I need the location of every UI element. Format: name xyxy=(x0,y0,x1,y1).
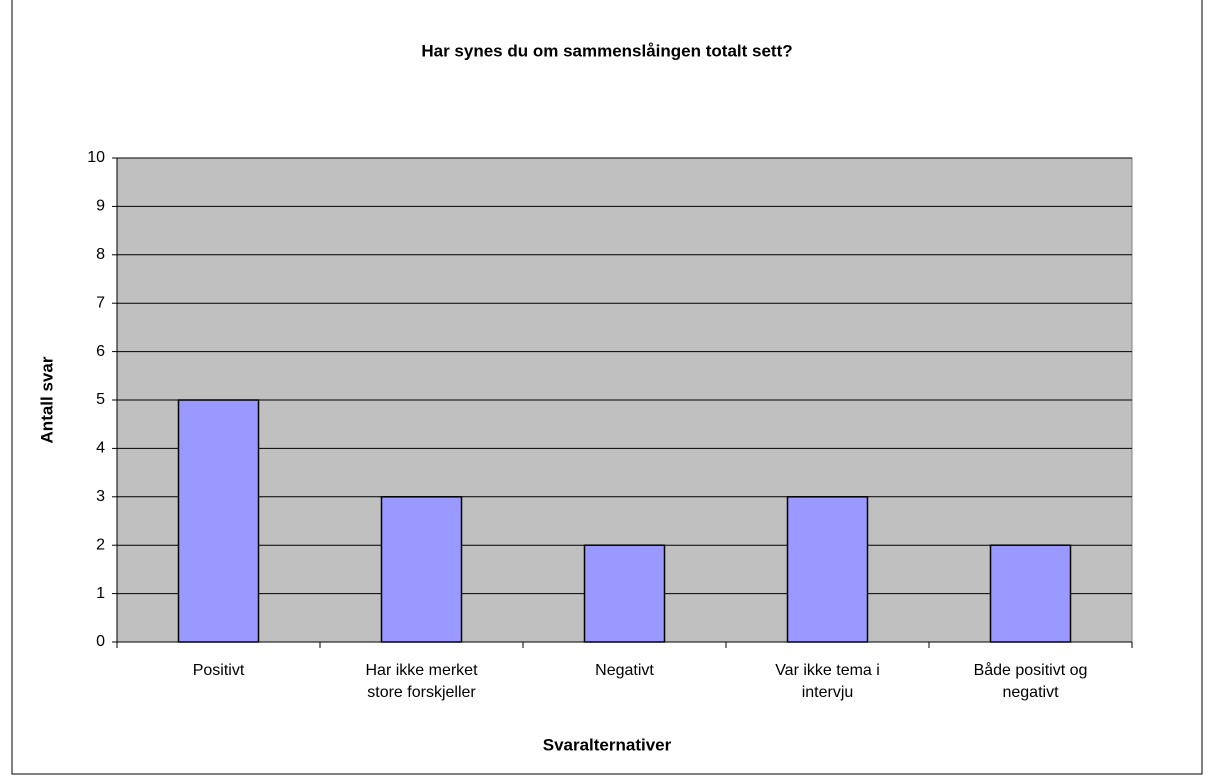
y-tick-label: 3 xyxy=(96,488,105,505)
y-tick-label: 1 xyxy=(96,585,105,602)
x-axis-label: Svaralternativer xyxy=(543,735,672,754)
y-tick-label: 7 xyxy=(96,294,105,311)
x-tick-label: Har ikke merket store forskjeller xyxy=(365,662,478,701)
chart-title: Har synes du om sammenslåingen totalt se… xyxy=(421,41,792,60)
x-tick-label: Positivt xyxy=(192,662,245,679)
y-tick-label: 6 xyxy=(96,343,105,360)
y-tick-label: 9 xyxy=(96,198,105,215)
y-tick-label: 0 xyxy=(96,633,105,650)
y-tick-label: 8 xyxy=(96,246,105,263)
y-axis-label: Antall svar xyxy=(37,356,56,443)
x-tick-label: Både positivt og negativt xyxy=(973,662,1088,701)
bar xyxy=(583,544,666,643)
y-tick-label: 10 xyxy=(87,149,105,166)
bar xyxy=(380,496,463,643)
y-tick-label: 2 xyxy=(96,536,105,553)
x-tick-label: Var ikke tema i intervju xyxy=(775,662,880,701)
bar xyxy=(177,399,260,643)
bar xyxy=(786,496,869,643)
y-tick-label: 5 xyxy=(96,391,105,408)
x-tick-label: Negativt xyxy=(595,662,654,679)
y-tick-label: 4 xyxy=(96,440,105,457)
bar xyxy=(989,544,1072,643)
